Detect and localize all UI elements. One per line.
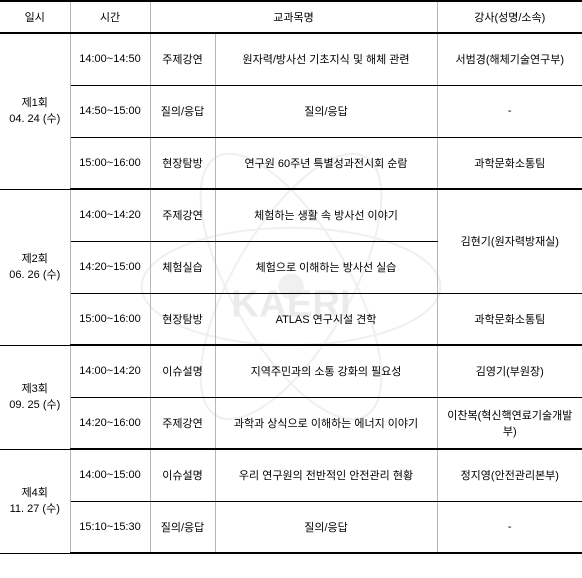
type-cell: 주제강연 [150,189,215,241]
session-number: 제3회 [22,383,48,395]
time-cell: 14:00~14:50 [70,33,150,85]
type-cell: 주제강연 [150,33,215,85]
time-cell: 15:00~16:00 [70,137,150,189]
col-date: 일시 [0,1,70,33]
title-cell: 지역주민과의 소통 강화의 필요성 [215,345,437,397]
type-cell: 질의/응답 [150,501,215,553]
lecturer-cell: 이찬복(혁신핵연료기술개발부) [437,397,582,449]
session-cell: 제1회 04. 24 (수) [0,33,70,189]
session-cell: 제3회 09. 25 (수) [0,345,70,449]
title-cell: 체험으로 이해하는 방사선 실습 [215,241,437,293]
lecturer-cell: 정지영(안전관리본부) [437,449,582,501]
table-row: 14:20~16:00 주제강연 과학과 상식으로 이해하는 에너지 이야기 이… [0,397,582,449]
title-cell: 연구원 60주년 특별성과전시회 순람 [215,137,437,189]
lecturer-cell: 서범경(해체기술연구부) [437,33,582,85]
time-cell: 15:10~15:30 [70,501,150,553]
lecturer-cell: 김영기(부원장) [437,345,582,397]
lecturer-cell: 과학문화소통팀 [437,137,582,189]
col-lecturer: 강사(성명/소속) [437,1,582,33]
time-cell: 14:00~14:20 [70,189,150,241]
table-row: 15:10~15:30 질의/응답 질의/응답 - [0,501,582,553]
table-row: 제4회 11. 27 (수) 14:00~15:00 이슈설명 우리 연구원의 … [0,449,582,501]
lecturer-cell: - [437,85,582,137]
session-date: 06. 26 (수) [9,269,60,281]
type-cell: 이슈설명 [150,345,215,397]
session-date: 11. 27 (수) [10,503,60,515]
table-row: 14:50~15:00 질의/응답 질의/응답 - [0,85,582,137]
table-row: 제3회 09. 25 (수) 14:00~14:20 이슈설명 지역주민과의 소… [0,345,582,397]
time-cell: 14:00~14:20 [70,345,150,397]
type-cell: 질의/응답 [150,85,215,137]
title-cell: 과학과 상식으로 이해하는 에너지 이야기 [215,397,437,449]
lecturer-cell: - [437,501,582,553]
table-header-row: 일시 시간 교과목명 강사(성명/소속) [0,1,582,33]
type-cell: 현장탐방 [150,293,215,345]
type-cell: 이슈설명 [150,449,215,501]
type-cell: 현장탐방 [150,137,215,189]
time-cell: 14:00~15:00 [70,449,150,501]
session-number: 제2회 [22,253,48,265]
title-cell: 원자력/방사선 기초지식 및 해체 관련 [215,33,437,85]
title-cell: 질의/응답 [215,501,437,553]
lecturer-cell: 과학문화소통팀 [437,293,582,345]
title-cell: 체험하는 생활 속 방사선 이야기 [215,189,437,241]
time-cell: 14:20~15:00 [70,241,150,293]
table-row: 15:00~16:00 현장탐방 연구원 60주년 특별성과전시회 순람 과학문… [0,137,582,189]
session-cell: 제2회 06. 26 (수) [0,189,70,345]
type-cell: 주제강연 [150,397,215,449]
time-cell: 14:50~15:00 [70,85,150,137]
title-cell: 질의/응답 [215,85,437,137]
table-row: 제2회 06. 26 (수) 14:00~14:20 주제강연 체험하는 생활 … [0,189,582,241]
session-date: 09. 25 (수) [9,399,60,411]
session-number: 제4회 [22,487,48,499]
col-subject: 교과목명 [150,1,437,33]
table-row: 15:00~16:00 현장탐방 ATLAS 연구시설 견학 과학문화소통팀 [0,293,582,345]
table-row: 제1회 04. 24 (수) 14:00~14:50 주제강연 원자력/방사선 … [0,33,582,85]
time-cell: 14:20~16:00 [70,397,150,449]
session-date: 04. 24 (수) [9,113,60,125]
schedule-table: 일시 시간 교과목명 강사(성명/소속) 제1회 04. 24 (수) 14:0… [0,0,582,554]
type-cell: 체험실습 [150,241,215,293]
title-cell: 우리 연구원의 전반적인 안전관리 현황 [215,449,437,501]
title-cell: ATLAS 연구시설 견학 [215,293,437,345]
lecturer-cell: 김현기(원자력방재실) [437,189,582,293]
session-cell: 제4회 11. 27 (수) [0,449,70,553]
session-number: 제1회 [22,97,48,109]
time-cell: 15:00~16:00 [70,293,150,345]
col-time: 시간 [70,1,150,33]
